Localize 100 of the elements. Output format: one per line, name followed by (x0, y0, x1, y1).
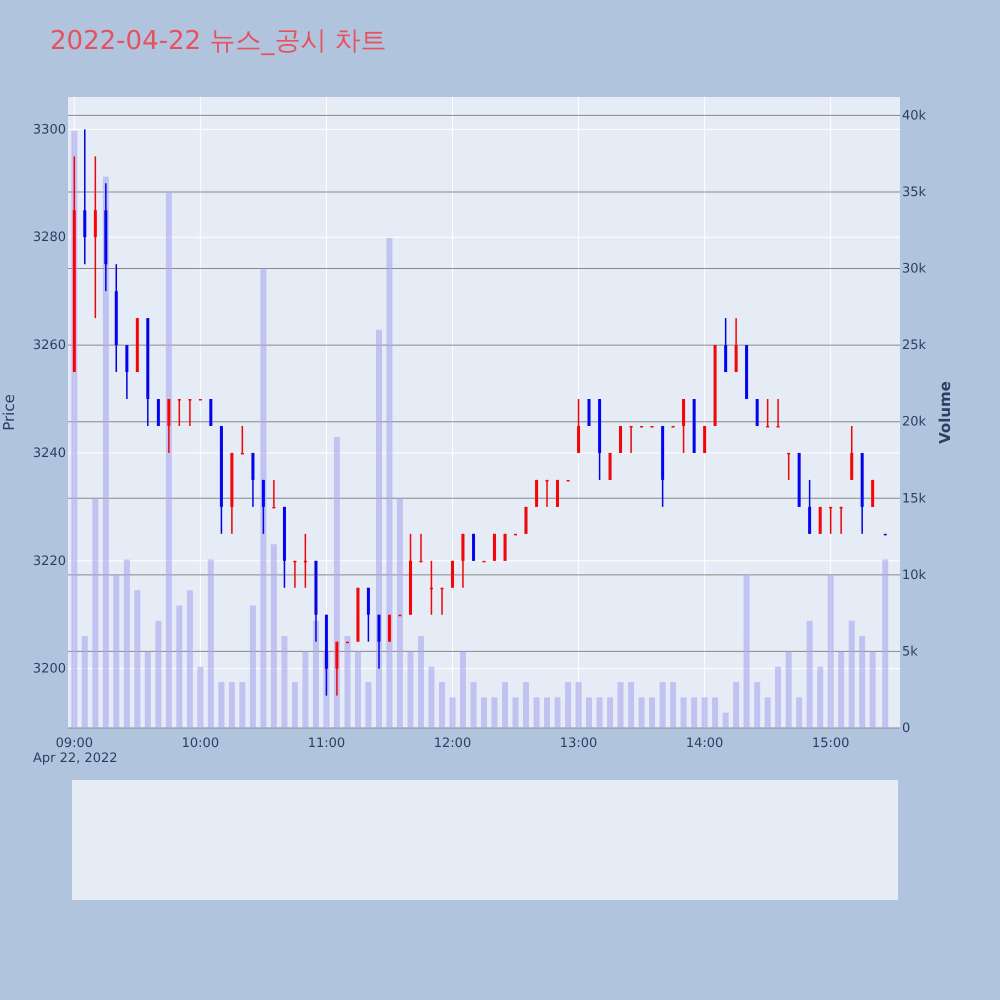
candlestick (787, 452, 790, 481)
candlestick (840, 506, 843, 535)
bar (386, 238, 392, 728)
x-tick-label: 14:00 (686, 736, 724, 751)
y-tick-label: 3200 (32, 662, 66, 677)
y-tick-label: 3300 (32, 122, 66, 138)
bar (882, 560, 888, 728)
bar (408, 651, 414, 728)
y2-tick-label: 30k (902, 262, 927, 277)
candlestick (829, 506, 832, 535)
bar (186, 590, 193, 728)
bar (218, 682, 224, 728)
bar (449, 697, 456, 728)
bar (618, 682, 624, 728)
bar (628, 682, 634, 728)
y2-tick-label: 10k (902, 568, 927, 583)
bar (344, 636, 350, 728)
bar (828, 574, 834, 728)
candlestick (178, 398, 181, 427)
candlestick (293, 560, 296, 589)
bar (82, 636, 88, 728)
bar (596, 697, 603, 728)
bar (428, 666, 434, 728)
y-axis-title: Price (0, 394, 18, 431)
y-tick-label: 3240 (32, 446, 66, 461)
y2-tick-label: 0 (902, 721, 910, 736)
candlestick (272, 479, 276, 508)
bar (439, 682, 446, 728)
x-tick-label: 13:00 (560, 736, 598, 751)
bar (292, 682, 298, 728)
x-tick-label: 12:00 (434, 736, 472, 751)
bar (113, 574, 120, 728)
bar (712, 697, 718, 728)
bar (354, 651, 361, 728)
candlestick (440, 587, 444, 616)
y2-tick-label: 5k (902, 644, 918, 660)
bar (502, 682, 508, 728)
candlestick (546, 479, 549, 508)
bar (281, 636, 288, 728)
bar (670, 682, 676, 728)
bar (691, 697, 698, 728)
y-tick-label: 3260 (32, 338, 66, 354)
bar (239, 682, 246, 728)
bar (376, 330, 382, 728)
bar (554, 697, 560, 728)
bar (208, 560, 214, 728)
candlestick (240, 425, 244, 454)
bar (102, 176, 109, 728)
bar (270, 544, 277, 728)
bar (796, 697, 802, 728)
y2-tick-label: 20k (902, 414, 927, 430)
bar (491, 697, 498, 728)
bar (775, 666, 782, 728)
bar (155, 620, 162, 728)
bar (722, 712, 729, 728)
bar (512, 697, 519, 728)
bar (312, 620, 319, 728)
bar (576, 682, 582, 728)
bar (786, 651, 792, 728)
text: Apr 22, 2022 (33, 751, 118, 766)
y2-tick-label: 25k (902, 338, 927, 354)
bar (838, 651, 844, 728)
candlestick (776, 398, 780, 428)
bar (302, 651, 308, 728)
bar (134, 590, 140, 728)
bar (396, 498, 403, 728)
chart-title: 2022-04-22 뉴스_공시 차트 (50, 26, 387, 56)
bar (166, 192, 172, 728)
y-tick-label: 3220 (32, 554, 66, 569)
bar (733, 682, 740, 728)
bar (870, 651, 876, 728)
bar (586, 697, 592, 728)
bar (607, 697, 614, 728)
bar (250, 605, 256, 728)
bar (817, 666, 824, 728)
bar (660, 682, 666, 728)
candlestick (188, 398, 192, 427)
bar (522, 682, 529, 728)
x-tick-label: 09:00 (56, 736, 94, 751)
x-tick-label: 11:00 (308, 736, 346, 751)
y2-tick-label: 35k (902, 184, 927, 200)
bar (144, 651, 151, 728)
bar (764, 697, 771, 728)
candlestick (430, 560, 433, 616)
bar (124, 560, 130, 728)
x-tick-label: 15:00 (812, 736, 850, 751)
bar (334, 437, 340, 728)
bar (754, 682, 760, 728)
bar (848, 620, 855, 728)
bar (365, 682, 372, 728)
bar (702, 697, 708, 728)
candlestick (304, 533, 307, 589)
bar (481, 697, 487, 728)
candlestick (630, 425, 633, 454)
x-tick-label: 10:00 (182, 736, 220, 751)
bar (544, 697, 550, 728)
bar (744, 574, 750, 728)
bar (638, 697, 645, 728)
bar (228, 682, 235, 728)
bar (859, 636, 866, 728)
